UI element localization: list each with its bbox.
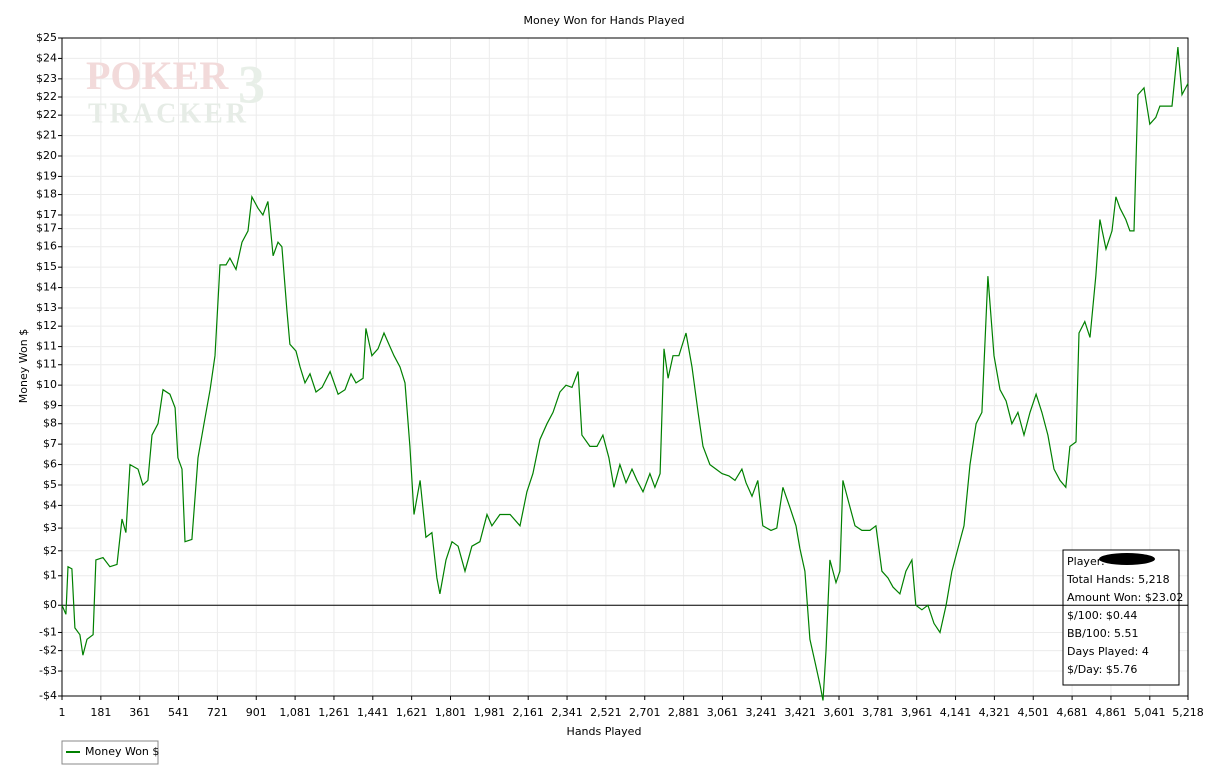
stats-box: Player: Total Hands: 5,218 Amount Won: $23… (1062, 549, 1183, 686)
y-tick-label: $16 (36, 240, 57, 253)
y-tick-label: $5 (43, 478, 57, 491)
x-tick-label: 1,261 (318, 706, 350, 719)
y-tick-label: $6 (43, 458, 57, 471)
y-tick-label: $14 (36, 281, 57, 294)
y-tick-label: $18 (36, 188, 57, 201)
y-tick-label: -$1 (39, 625, 57, 638)
y-tick-label: $8 (43, 417, 57, 430)
x-tick-label: 4,321 (979, 706, 1011, 719)
stats-frame (1062, 549, 1180, 686)
x-tick-label: 4,681 (1056, 706, 1088, 719)
y-tick-label: $7 (43, 437, 57, 450)
x-axis-label: Hands Played (567, 725, 642, 738)
stat-line: Amount Won: $23.02 (1067, 591, 1183, 604)
legend-frame (61, 740, 159, 765)
redaction (1099, 553, 1155, 565)
x-tick-label: 2,341 (551, 706, 583, 719)
x-tick-label: 4,861 (1095, 706, 1127, 719)
x-tick-label: 3,781 (862, 706, 894, 719)
watermark: 3 (238, 54, 265, 114)
y-tick-label: $1 (43, 569, 57, 582)
x-tick-label: 361 (129, 706, 150, 719)
x-tick-label: 1,441 (357, 706, 389, 719)
y-tick-label: $21 (36, 129, 57, 142)
x-tick-label: 181 (90, 706, 111, 719)
y-tick-label: $11 (36, 340, 57, 353)
y-tick-label: $22 (36, 108, 57, 121)
y-tick-label: $22 (36, 90, 57, 103)
x-tick-label: 1,801 (435, 706, 467, 719)
y-tick-label: $12 (36, 319, 57, 332)
stat-line: Total Hands: 5,218 (1066, 573, 1170, 586)
x-tick-label: 2,161 (512, 706, 544, 719)
x-tick-label: 1 (59, 706, 66, 719)
x-tick-label: 721 (207, 706, 228, 719)
grid (61, 37, 1189, 697)
legend: Money Won $ (61, 740, 159, 765)
x-tick-label: 1,081 (279, 706, 311, 719)
stat-line: Player: (1067, 555, 1105, 568)
y-tick-label: $4 (43, 498, 57, 511)
x-tick-label: 901 (246, 706, 267, 719)
y-tick-label: $11 (36, 358, 57, 371)
y-tick-label: -$3 (39, 664, 57, 677)
data-line (61, 47, 1189, 701)
x-tick-label: 3,061 (707, 706, 739, 719)
stat-line: $/100: $0.44 (1067, 609, 1137, 622)
x-tick-label: 1,621 (396, 706, 428, 719)
x-tick-label: 3,421 (784, 706, 816, 719)
y-tick-label: $20 (36, 149, 57, 162)
y-tick-label: $13 (36, 301, 57, 314)
y-tick-label: $24 (36, 51, 57, 64)
y-tick-label: $2 (43, 544, 57, 557)
watermark: TRACKER (88, 98, 249, 129)
y-tick-label: $19 (36, 169, 57, 182)
y-tick-label: $17 (36, 208, 57, 221)
chart-title: Money Won for Hands Played (524, 14, 685, 27)
x-tick-label: 5,218 (1172, 706, 1204, 719)
y-tick-label: $25 (36, 31, 57, 44)
x-tick-label: 2,521 (590, 706, 622, 719)
stat-line: $/Day: $5.76 (1067, 663, 1137, 676)
stat-line: BB/100: 5.51 (1067, 627, 1139, 640)
y-axis-label: Money Won $ (17, 329, 30, 403)
x-tick-label: 1,981 (474, 706, 506, 719)
watermark: POKER (86, 53, 229, 98)
x-tick-label: 4,141 (940, 706, 972, 719)
plot-frame (61, 37, 1189, 697)
y-tick-label: -$4 (39, 689, 57, 702)
y-tick-label: $15 (36, 260, 57, 273)
stat-line: Days Played: 4 (1067, 645, 1149, 658)
x-tick-label: 3,601 (823, 706, 855, 719)
x-tick-label: 541 (168, 706, 189, 719)
y-tick-label: $17 (36, 222, 57, 235)
y-tick-label: $0 (43, 598, 57, 611)
legend-label: Money Won $ (85, 745, 159, 758)
x-tick-label: 3,961 (901, 706, 933, 719)
y-tick-label: $9 (43, 399, 57, 412)
x-tick-label: 3,241 (746, 706, 778, 719)
y-tick-label: $23 (36, 72, 57, 85)
x-tick-label: 2,881 (668, 706, 700, 719)
x-tick-label: 2,701 (629, 706, 661, 719)
y-tick-label: $10 (36, 378, 57, 391)
y-tick-label: -$2 (39, 644, 57, 657)
x-tick-label: 5,041 (1134, 706, 1166, 719)
x-tick-label: 4,501 (1017, 706, 1049, 719)
y-tick-label: $3 (43, 521, 57, 534)
